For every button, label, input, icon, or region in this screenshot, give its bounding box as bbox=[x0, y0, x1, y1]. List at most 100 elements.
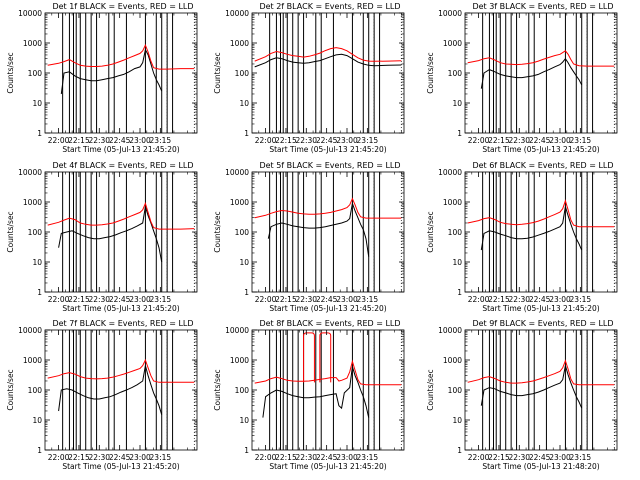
x-tick-label: 22:00 bbox=[255, 453, 277, 462]
x-axis-label: Start Time (05-Jul-13 21:45:20) bbox=[269, 304, 386, 313]
x-tick-label: 22:15 bbox=[68, 453, 90, 462]
series-line-events bbox=[480, 365, 583, 409]
y-axis-label: Counts/sec bbox=[213, 52, 222, 93]
y-tick-label: 1000 bbox=[230, 356, 249, 365]
y-axis-label: Counts/sec bbox=[213, 211, 222, 252]
series-line-lld bbox=[467, 359, 615, 386]
y-tick-label: 1000 bbox=[23, 39, 42, 48]
panel-title: Det 7f BLACK = Events, RED = LLD bbox=[52, 319, 193, 328]
y-tick-label: 100 bbox=[235, 386, 250, 395]
panel-title: Det 8f BLACK = Events, RED = LLD bbox=[259, 319, 400, 328]
plot-area bbox=[467, 330, 615, 450]
y-tick-label: 1000 bbox=[230, 198, 249, 207]
x-tick-label: 22:00 bbox=[48, 136, 70, 145]
y-tick-label: 10000 bbox=[18, 168, 42, 177]
panel-title: Det 9f BLACK = Events, RED = LLD bbox=[472, 319, 613, 328]
x-tick-label: 22:00 bbox=[468, 136, 490, 145]
x-tick-label: 22:00 bbox=[468, 295, 490, 304]
x-axis-label: Start Time (05-Jul-13 21:45:20) bbox=[62, 304, 179, 313]
x-tick-label: 22:45 bbox=[109, 295, 131, 304]
plot-area bbox=[47, 13, 195, 133]
plot-area bbox=[254, 13, 402, 133]
x-tick-label: 22:00 bbox=[255, 136, 277, 145]
x-tick-label: 22:45 bbox=[316, 453, 338, 462]
y-axis-label: Counts/sec bbox=[426, 369, 435, 410]
series-line-lld bbox=[47, 43, 195, 70]
x-axis-label: Start Time (05-Jul-13 21:45:20) bbox=[482, 145, 599, 154]
series-line-events bbox=[60, 48, 163, 95]
y-axis-label: Counts/sec bbox=[213, 369, 222, 410]
y-tick-label: 1000 bbox=[443, 356, 462, 365]
series-line-lld bbox=[47, 358, 195, 383]
x-tick-label: 23:15 bbox=[150, 136, 172, 145]
panel-title: Det 2f BLACK = Events, RED = LLD bbox=[259, 2, 400, 11]
y-tick-label: 1000 bbox=[443, 39, 462, 48]
x-tick-label: 22:45 bbox=[529, 295, 551, 304]
y-tick-label: 1 bbox=[37, 129, 42, 138]
series-line-lld bbox=[254, 197, 402, 219]
x-tick-label: 22:00 bbox=[255, 295, 277, 304]
detector-panel-8: Det 8f BLACK = Events, RED = LLD 1 10 100 10… bbox=[213, 319, 405, 471]
y-tick-label: 100 bbox=[448, 69, 463, 78]
series-line-lld bbox=[254, 359, 402, 386]
y-tick-label: 1 bbox=[37, 288, 42, 297]
x-tick-label: 22:30 bbox=[295, 295, 317, 304]
x-tick-label: 22:45 bbox=[529, 453, 551, 462]
x-tick-label: 23:15 bbox=[570, 295, 592, 304]
y-tick-label: 10 bbox=[452, 416, 462, 425]
y-tick-label: 10000 bbox=[225, 168, 249, 177]
y-tick-label: 10000 bbox=[438, 9, 462, 18]
y-tick-label: 1 bbox=[244, 129, 249, 138]
y-tick-label: 10000 bbox=[18, 326, 42, 335]
x-tick-label: 22:15 bbox=[68, 295, 90, 304]
detector-panel-1: Det 1f BLACK = Events, RED = LLD 1 10 100 10… bbox=[6, 2, 198, 154]
x-tick-label: 23:00 bbox=[336, 136, 358, 145]
x-tick-label: 22:45 bbox=[109, 453, 131, 462]
x-tick-label: 23:00 bbox=[549, 295, 571, 304]
detector-panel-2: Det 2f BLACK = Events, RED = LLD 1 10 100 10… bbox=[213, 2, 405, 154]
x-tick-label: 22:45 bbox=[109, 136, 131, 145]
x-tick-label: 22:15 bbox=[488, 136, 510, 145]
series-line-lld bbox=[467, 199, 615, 228]
series-line-events bbox=[58, 206, 163, 263]
x-tick-label: 23:15 bbox=[570, 453, 592, 462]
series-line-events bbox=[262, 366, 370, 418]
x-tick-label: 22:15 bbox=[68, 136, 90, 145]
x-tick-label: 23:15 bbox=[357, 295, 379, 304]
y-tick-label: 100 bbox=[28, 386, 43, 395]
y-tick-label: 10 bbox=[32, 416, 42, 425]
plot-area bbox=[467, 172, 615, 292]
x-tick-label: 23:00 bbox=[549, 136, 571, 145]
panel-title: Det 1f BLACK = Events, RED = LLD bbox=[52, 2, 193, 11]
y-tick-label: 1 bbox=[244, 288, 249, 297]
y-tick-label: 100 bbox=[448, 228, 463, 237]
y-tick-label: 1000 bbox=[230, 39, 249, 48]
y-tick-label: 1 bbox=[457, 288, 462, 297]
y-tick-label: 10 bbox=[239, 99, 249, 108]
series-line-lld bbox=[254, 47, 402, 62]
y-tick-label: 1000 bbox=[443, 198, 462, 207]
detector-panel-6: Det 6f BLACK = Events, RED = LLD 1 10 100 10… bbox=[426, 161, 618, 313]
y-tick-label: 10 bbox=[32, 258, 42, 267]
x-axis-label: Start Time (05-Jul-13 21:45:20) bbox=[269, 462, 386, 471]
y-tick-label: 1 bbox=[457, 129, 462, 138]
x-tick-label: 22:45 bbox=[316, 295, 338, 304]
x-tick-label: 22:00 bbox=[468, 453, 490, 462]
y-tick-label: 1000 bbox=[23, 198, 42, 207]
x-tick-label: 22:30 bbox=[88, 453, 110, 462]
x-tick-label: 22:30 bbox=[508, 453, 530, 462]
x-tick-label: 23:15 bbox=[150, 295, 172, 304]
y-tick-label: 100 bbox=[235, 228, 250, 237]
x-tick-label: 22:30 bbox=[295, 453, 317, 462]
panel-title: Det 3f BLACK = Events, RED = LLD bbox=[472, 2, 613, 11]
x-tick-label: 23:15 bbox=[150, 453, 172, 462]
series-line-lld bbox=[47, 201, 195, 230]
panel-title: Det 4f BLACK = Events, RED = LLD bbox=[52, 161, 193, 170]
plot-area bbox=[467, 13, 615, 133]
x-tick-label: 23:00 bbox=[549, 453, 571, 462]
y-tick-label: 1000 bbox=[23, 356, 42, 365]
x-tick-label: 23:15 bbox=[570, 136, 592, 145]
series-line-events bbox=[58, 365, 163, 415]
